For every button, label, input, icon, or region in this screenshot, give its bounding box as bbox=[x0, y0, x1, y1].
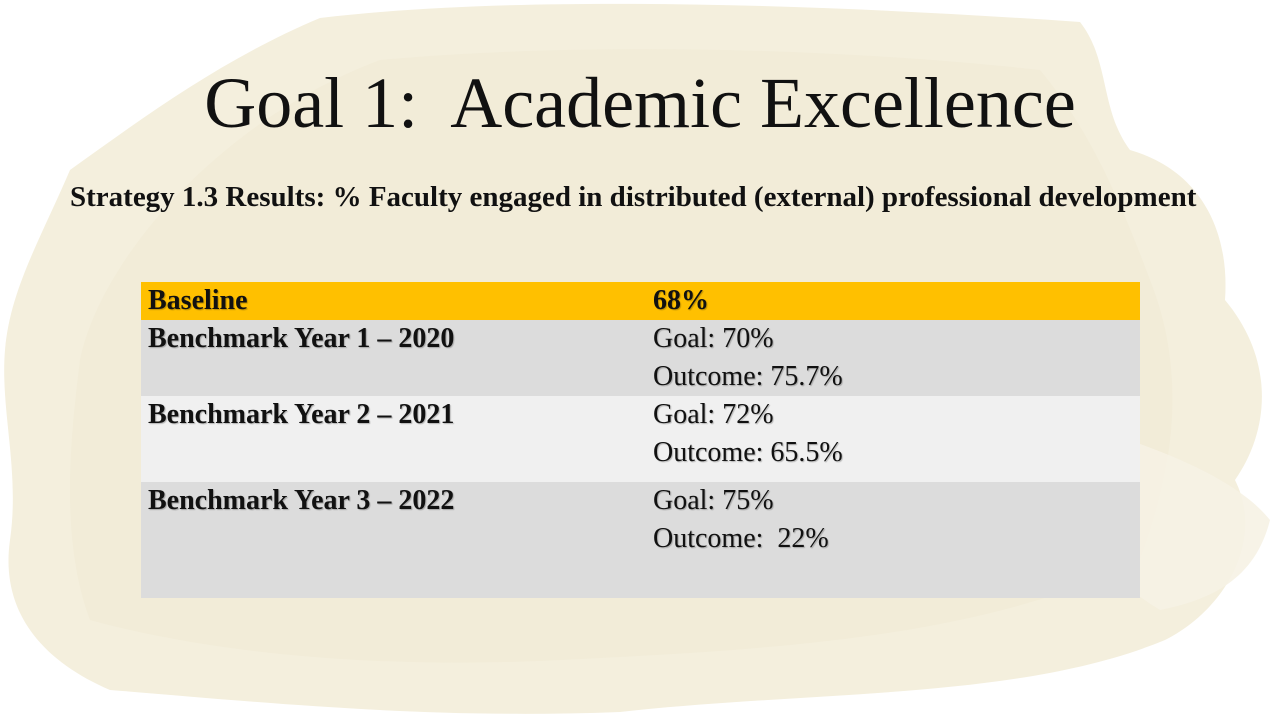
benchmark-values: Goal: 72% Outcome: 65.5% bbox=[646, 396, 1140, 482]
benchmark-label: Benchmark Year 3 – 2022 bbox=[141, 482, 646, 598]
benchmark-values: Goal: 75% Outcome: 22% bbox=[646, 482, 1140, 598]
baseline-label: Baseline bbox=[141, 282, 646, 320]
benchmark-label: Benchmark Year 2 – 2021 bbox=[141, 396, 646, 482]
table-row: Benchmark Year 3 – 2022 Goal: 75% Outcom… bbox=[141, 482, 1140, 598]
slide-title: Goal 1: Academic Excellence bbox=[204, 63, 1076, 143]
table-row: Benchmark Year 1 – 2020 Goal: 70% Outcom… bbox=[141, 320, 1140, 396]
baseline-value: 68% bbox=[646, 282, 1140, 320]
outcome-value: Outcome: 75.7% bbox=[653, 361, 843, 392]
results-table: Baseline 68% Benchmark Year 1 – 2020 Goa… bbox=[141, 282, 1140, 598]
slide-subtitle: Strategy 1.3 Results: % Faculty engaged … bbox=[70, 181, 1197, 213]
goal-value: Goal: 75% bbox=[653, 485, 774, 516]
table-row: Benchmark Year 2 – 2021 Goal: 72% Outcom… bbox=[141, 396, 1140, 482]
table-row-baseline: Baseline 68% bbox=[141, 282, 1140, 320]
goal-value: Goal: 70% bbox=[653, 323, 774, 354]
benchmark-label: Benchmark Year 1 – 2020 bbox=[141, 320, 646, 396]
goal-value: Goal: 72% bbox=[653, 399, 774, 430]
outcome-value: Outcome: 22% bbox=[653, 523, 829, 554]
outcome-value: Outcome: 65.5% bbox=[653, 437, 843, 468]
benchmark-values: Goal: 70% Outcome: 75.7% bbox=[646, 320, 1140, 396]
